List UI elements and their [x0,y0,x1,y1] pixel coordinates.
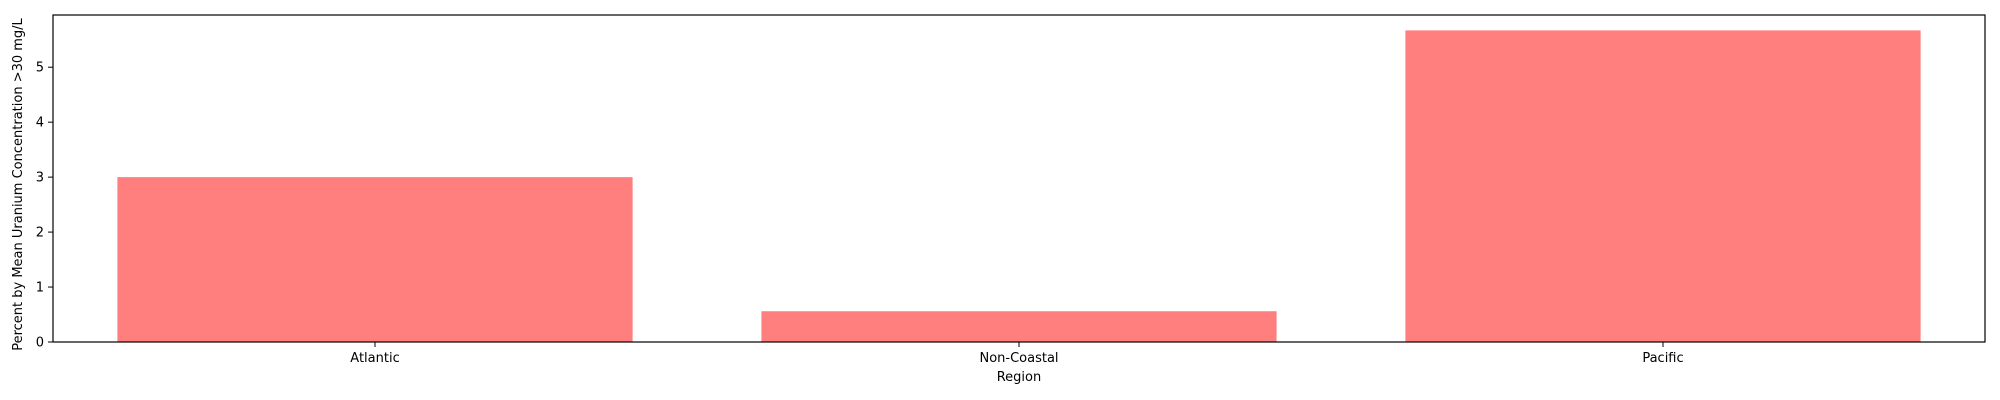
bars-layer [117,30,1921,342]
x-tick-label: Atlantic [350,351,399,366]
y-tick-label: 3 [36,171,44,186]
x-axis-ticks: Atlantic Non-Coastal Pacific [350,342,1684,366]
x-tick-label: Non-Coastal [979,351,1058,366]
y-axis-ticks: 0 1 2 3 4 5 [36,61,53,351]
x-axis-label: Region [997,370,1042,385]
bar-non-coastal [761,311,1277,342]
y-tick-label: 4 [36,116,44,131]
plot-frame [52,14,1986,343]
y-tick-label: 0 [36,336,44,351]
y-tick-label: 5 [36,61,44,76]
bar-pacific [1405,30,1921,342]
y-tick-label: 2 [36,226,44,241]
bar-atlantic [117,177,633,342]
y-tick-label: 1 [36,281,44,296]
y-axis-label: Percent by Mean Uranium Concentration >3… [11,17,26,350]
x-tick-label: Pacific [1642,351,1683,366]
